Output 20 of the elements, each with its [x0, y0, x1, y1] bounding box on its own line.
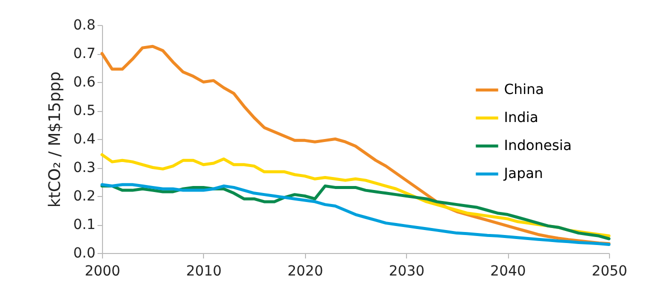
y-tick-label: 0.3	[73, 160, 96, 176]
y-tick-label: 0.5	[73, 103, 96, 119]
y-tick-label: 0.7	[73, 46, 96, 62]
x-tick-label: 2010	[186, 264, 222, 280]
x-tick-label: 2020	[287, 264, 324, 280]
x-tick-label: 2000	[84, 264, 120, 280]
legend-label: India	[504, 110, 538, 126]
y-tick-label: 0.4	[73, 132, 96, 148]
y-tick-label: 0.0	[73, 246, 96, 262]
x-tick-label: 2040	[490, 264, 526, 280]
x-tick-label: 2050	[592, 264, 628, 280]
y-tick-label: 0.2	[73, 188, 96, 204]
x-tick-label: 2030	[388, 264, 425, 280]
legend-label: Indonesia	[504, 138, 572, 154]
legend-label: China	[504, 82, 544, 98]
y-tick-label: 0.8	[73, 18, 96, 34]
y-tick-label: 0.6	[73, 74, 96, 90]
y-axis-title: ktCO₂ / M$15ppp	[45, 71, 64, 208]
legend-label: Japan	[503, 166, 544, 182]
y-tick-label: 0.1	[73, 217, 96, 233]
